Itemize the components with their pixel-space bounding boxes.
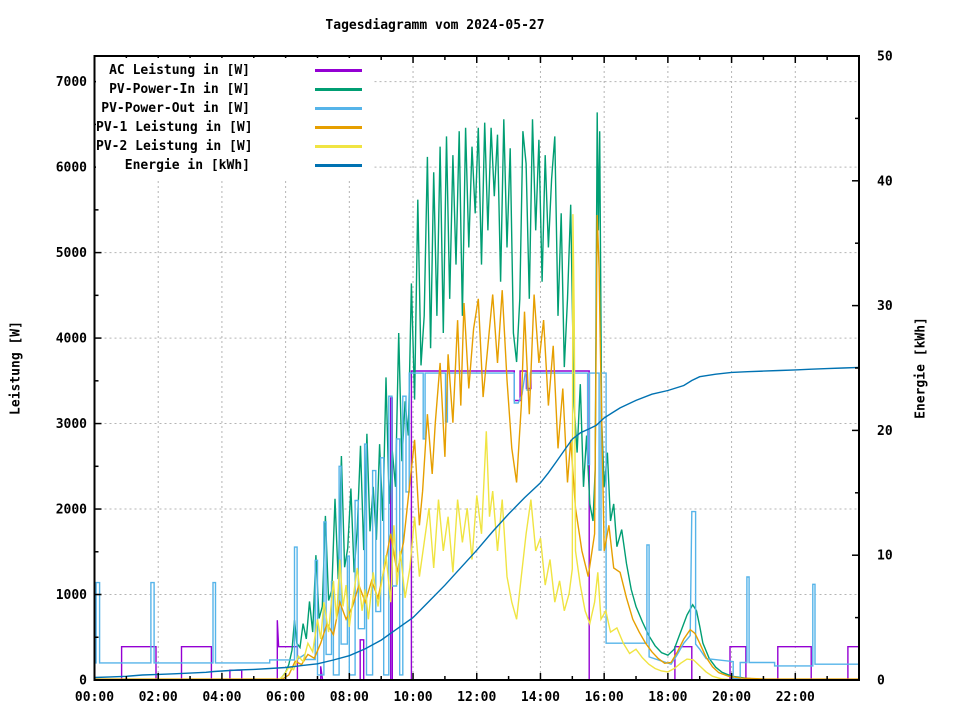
x-tick-label: 00:00 bbox=[75, 690, 114, 705]
y2-tick-label: 40 bbox=[877, 174, 893, 189]
x-tick-label: 20:00 bbox=[712, 690, 751, 705]
y1-tick-label: 6000 bbox=[56, 161, 87, 176]
series-line-2 bbox=[94, 372, 859, 680]
legend-row-pv2: PV-2 Leistung in [W] bbox=[96, 137, 372, 156]
series-line-4 bbox=[94, 214, 860, 681]
y2-tick-label: 30 bbox=[877, 299, 893, 314]
y1-tick-label: 7000 bbox=[56, 75, 87, 90]
y-axis-left-label: Leistung [W] bbox=[8, 321, 24, 415]
legend-row-pv1: PV-1 Leistung in [W] bbox=[96, 118, 372, 137]
x-tick-label: 02:00 bbox=[139, 690, 178, 705]
y2-tick-label: 0 bbox=[877, 674, 885, 689]
legend-line-sample-ac bbox=[315, 69, 362, 72]
y1-tick-label: 5000 bbox=[56, 246, 87, 261]
y1-tick-label: 0 bbox=[79, 674, 87, 689]
y-axis-right-label: Energie [kWh] bbox=[913, 317, 929, 419]
legend: AC Leistung in [W] PV-Power-In in [W] PV… bbox=[96, 58, 372, 179]
legend-line-sample-pv-in bbox=[315, 88, 362, 91]
y2-tick-label: 20 bbox=[877, 424, 893, 439]
y1-tick-label: 4000 bbox=[56, 332, 87, 347]
legend-row-pv-out: PV-Power-Out in [W] bbox=[96, 99, 372, 118]
legend-row-ac: AC Leistung in [W] bbox=[96, 61, 372, 80]
x-tick-label: 12:00 bbox=[457, 690, 496, 705]
x-tick-label: 16:00 bbox=[585, 690, 624, 705]
legend-label-pv1: PV-1 Leistung in [W] bbox=[96, 120, 253, 135]
legend-label-pv-out: PV-Power-Out in [W] bbox=[101, 101, 250, 116]
legend-label-pv-in: PV-Power-In in [W] bbox=[109, 82, 250, 97]
y1-tick-label: 3000 bbox=[56, 417, 87, 432]
legend-label-ac: AC Leistung in [W] bbox=[109, 63, 250, 78]
legend-line-sample-pv1 bbox=[315, 126, 362, 129]
chart-title: Tagesdiagramm vom 2024-05-27 bbox=[325, 18, 545, 33]
x-tick-label: 04:00 bbox=[202, 690, 241, 705]
y1-tick-label: 1000 bbox=[56, 588, 87, 603]
legend-label-energie: Energie in [kWh] bbox=[124, 158, 250, 173]
y2-tick-label: 10 bbox=[877, 549, 893, 564]
series-line-5 bbox=[94, 366, 860, 679]
y1-tick-label: 2000 bbox=[56, 503, 87, 518]
x-tick-label: 22:00 bbox=[776, 690, 815, 705]
legend-line-sample-energie bbox=[315, 164, 362, 167]
series-line-3 bbox=[94, 214, 860, 680]
x-tick-label: 18:00 bbox=[648, 690, 687, 705]
legend-label-pv2: PV-2 Leistung in [W] bbox=[96, 139, 253, 154]
x-tick-label: 06:00 bbox=[266, 690, 305, 705]
x-tick-label: 08:00 bbox=[330, 690, 369, 705]
x-tick-label: 10:00 bbox=[393, 690, 432, 705]
legend-line-sample-pv-out bbox=[315, 107, 362, 110]
x-tick-label: 14:00 bbox=[521, 690, 560, 705]
series-line-1 bbox=[94, 112, 860, 681]
legend-row-pv-in: PV-Power-In in [W] bbox=[96, 80, 372, 99]
y2-tick-label: 50 bbox=[877, 50, 893, 65]
legend-row-energie: Energie in [kWh] bbox=[96, 156, 372, 175]
legend-line-sample-pv2 bbox=[315, 145, 362, 148]
